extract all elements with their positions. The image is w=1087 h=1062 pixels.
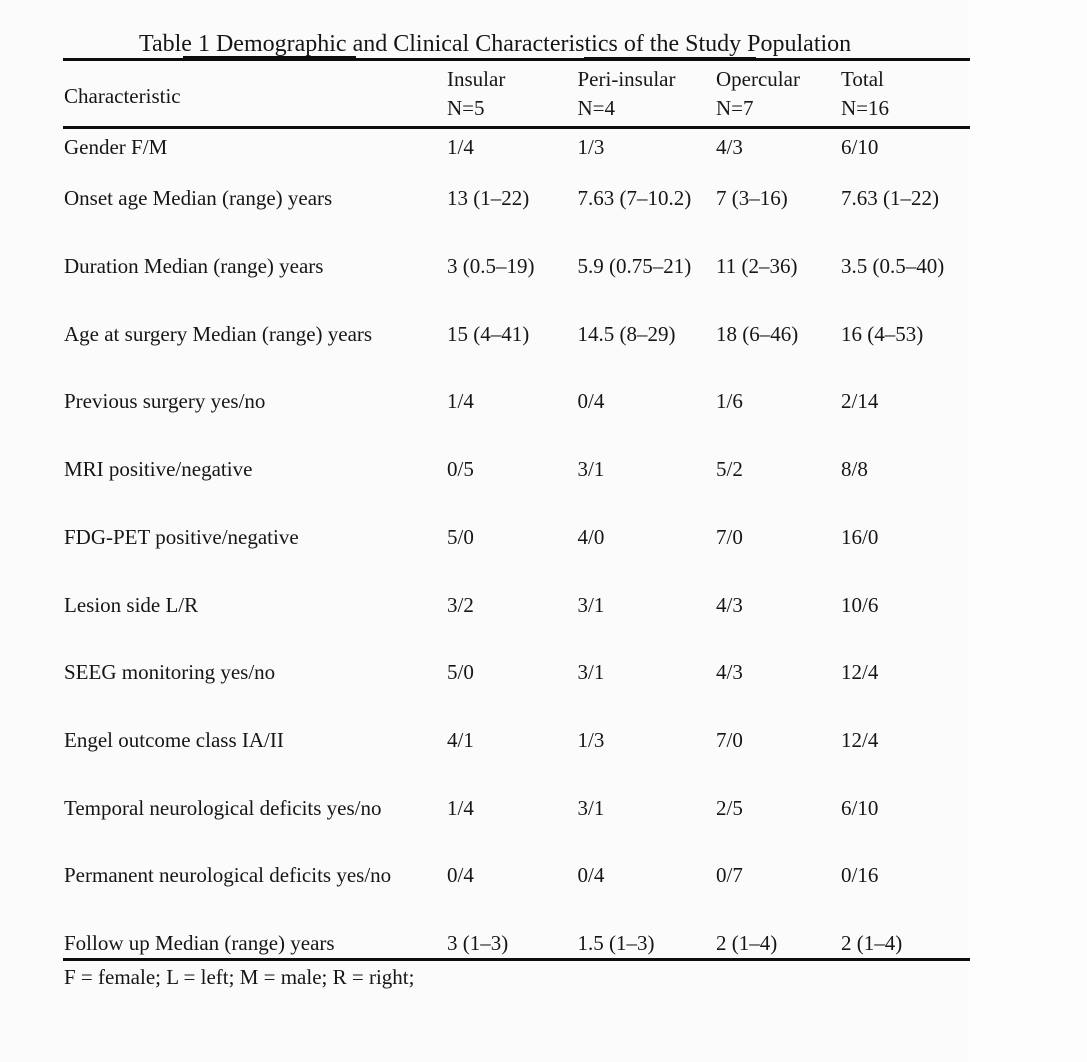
row-value: 2 (1–4)	[716, 931, 778, 955]
table-bottom-rule	[63, 958, 970, 962]
table-row: Onset age Median (range) years 13 (1–22)…	[0, 188, 1087, 216]
row-label: Onset age Median (range) years	[64, 186, 333, 211]
row-value: 15 (4–41)	[447, 321, 530, 346]
group-name: Insular	[447, 66, 506, 91]
row-value: 2 (1–4)	[841, 931, 903, 955]
table-row: FDG-PET positive/negative 5/0 4/0 7/0 16…	[0, 524, 1087, 555]
table-row: Gender F/M 1/4 1/3 4/3 6/10	[0, 134, 1087, 165]
row-value: 5/2	[716, 457, 743, 482]
row-value: 0/4	[577, 863, 605, 888]
row-value: 16/0	[841, 524, 879, 549]
row-value: 7.63 (1–22)	[841, 186, 939, 211]
table-row: Temporal neurological deficits yes/no 1/…	[0, 795, 1087, 826]
row-value: 0/4	[447, 863, 474, 888]
row-value: 0/5	[447, 457, 474, 482]
row-label: Previous surgery yes/no	[64, 389, 266, 414]
row-value: 1/3	[577, 727, 605, 752]
group-count: N=16	[841, 96, 890, 121]
row-label: FDG-PET positive/negative	[64, 524, 299, 549]
row-value: 7/0	[716, 727, 743, 752]
row-value: 1.5 (1–3)	[577, 931, 655, 955]
row-value: 3/2	[447, 592, 474, 617]
row-value: 8/8	[841, 457, 868, 482]
table-top-rule	[63, 58, 970, 61]
row-value: 5/0	[447, 524, 474, 549]
row-value: 7 (3–16)	[716, 186, 788, 211]
row-value: 7.63 (7–10.2)	[577, 186, 692, 211]
row-value: 1/4	[447, 795, 474, 820]
row-label: Age at surgery Median (range) years	[64, 321, 373, 346]
group-name: Opercular	[716, 66, 800, 91]
row-value: 16 (4–53)	[841, 321, 924, 346]
row-value: 18 (6–46)	[716, 321, 799, 346]
table-row: SEEG monitoring yes/no 5/0 3/1 4/3 12/4	[0, 662, 1087, 690]
group-count: N=5	[447, 96, 485, 121]
group-name: Total	[841, 66, 884, 91]
table-row: MRI positive/negative 0/5 3/1 5/2 8/8	[0, 459, 1087, 487]
row-label: SEEG monitoring yes/no	[64, 660, 276, 685]
row-value: 4/1	[447, 727, 474, 752]
table-row: Duration Median (range) years 3 (0.5–19)…	[0, 256, 1087, 284]
column-header-peri-insular: Peri-insular N=4	[578, 65, 676, 124]
row-label: Engel outcome class IA/II	[64, 727, 284, 752]
scan-background	[0, 0, 968, 1062]
group-name: Peri-insular	[577, 66, 676, 91]
column-header-characteristic: Characteristic	[64, 83, 181, 108]
row-value: 4/0	[577, 524, 605, 549]
row-value: 6/10	[841, 795, 879, 820]
row-value: 5/0	[447, 660, 474, 685]
table-title: Table 1 Demographic and Clinical Charact…	[139, 31, 852, 58]
row-value: 4/3	[716, 134, 743, 159]
row-label: Temporal neurological deficits yes/no	[64, 795, 382, 820]
table-row: Previous surgery yes/no 1/4 0/4 1/6 2/14	[0, 391, 1087, 419]
table-row: Lesion side L/R 3/2 3/1 4/3 10/6	[0, 592, 1087, 623]
row-value: 3/1	[577, 457, 605, 482]
row-value: 13 (1–22)	[447, 186, 530, 211]
table-row: Permanent neurological deficits yes/no 0…	[0, 865, 1087, 893]
row-label: MRI positive/negative	[64, 457, 253, 482]
row-value: 1/3	[577, 134, 605, 159]
table-row: Age at surgery Median (range) years 15 (…	[0, 321, 1087, 352]
row-value: 11 (2–36)	[716, 254, 798, 278]
row-value: 12/4	[841, 727, 879, 752]
row-value: 7/0	[716, 524, 743, 549]
row-value: 1/4	[447, 134, 474, 159]
row-value: 3 (0.5–19)	[447, 254, 535, 278]
column-header-opercular: Opercular N=7	[716, 65, 800, 124]
row-value: 14.5 (8–29)	[577, 321, 676, 346]
column-header-insular: Insular N=5	[447, 65, 505, 124]
row-label: Duration Median (range) years	[64, 254, 324, 278]
column-header-total: Total N=16	[841, 65, 889, 124]
row-value: 3/1	[577, 660, 605, 685]
row-value: 12/4	[841, 660, 879, 685]
table-row: Follow up Median (range) years 3 (1–3) 1…	[0, 933, 1087, 961]
table-row: Engel outcome class IA/II 4/1 1/3 7/0 12…	[0, 727, 1087, 758]
group-count: N=7	[716, 96, 754, 121]
row-label: Lesion side L/R	[64, 592, 199, 617]
row-value: 3/1	[577, 795, 605, 820]
row-value: 4/3	[716, 592, 743, 617]
group-count: N=4	[577, 96, 616, 121]
row-value: 1/4	[447, 389, 474, 414]
row-value: 3.5 (0.5–40)	[841, 254, 945, 278]
row-value: 4/3	[716, 660, 743, 685]
row-label: Permanent neurological deficits yes/no	[64, 863, 392, 888]
row-label: Follow up Median (range) years	[64, 931, 335, 955]
header-divider-rule	[63, 125, 970, 129]
table-footnote: F = female; L = left; M = male; R = righ…	[64, 964, 415, 989]
row-value: 2/14	[841, 389, 879, 414]
row-value: 3/1	[577, 592, 605, 617]
row-value: 10/6	[841, 592, 879, 617]
row-value: 1/6	[716, 389, 743, 414]
row-label: Gender F/M	[64, 134, 168, 159]
row-value: 0/16	[841, 863, 879, 888]
row-value: 0/4	[577, 389, 605, 414]
row-value: 0/7	[716, 863, 743, 888]
row-value: 2/5	[716, 795, 743, 820]
row-value: 5.9 (0.75–21)	[577, 254, 692, 278]
row-value: 3 (1–3)	[447, 931, 509, 955]
row-value: 6/10	[841, 134, 879, 159]
